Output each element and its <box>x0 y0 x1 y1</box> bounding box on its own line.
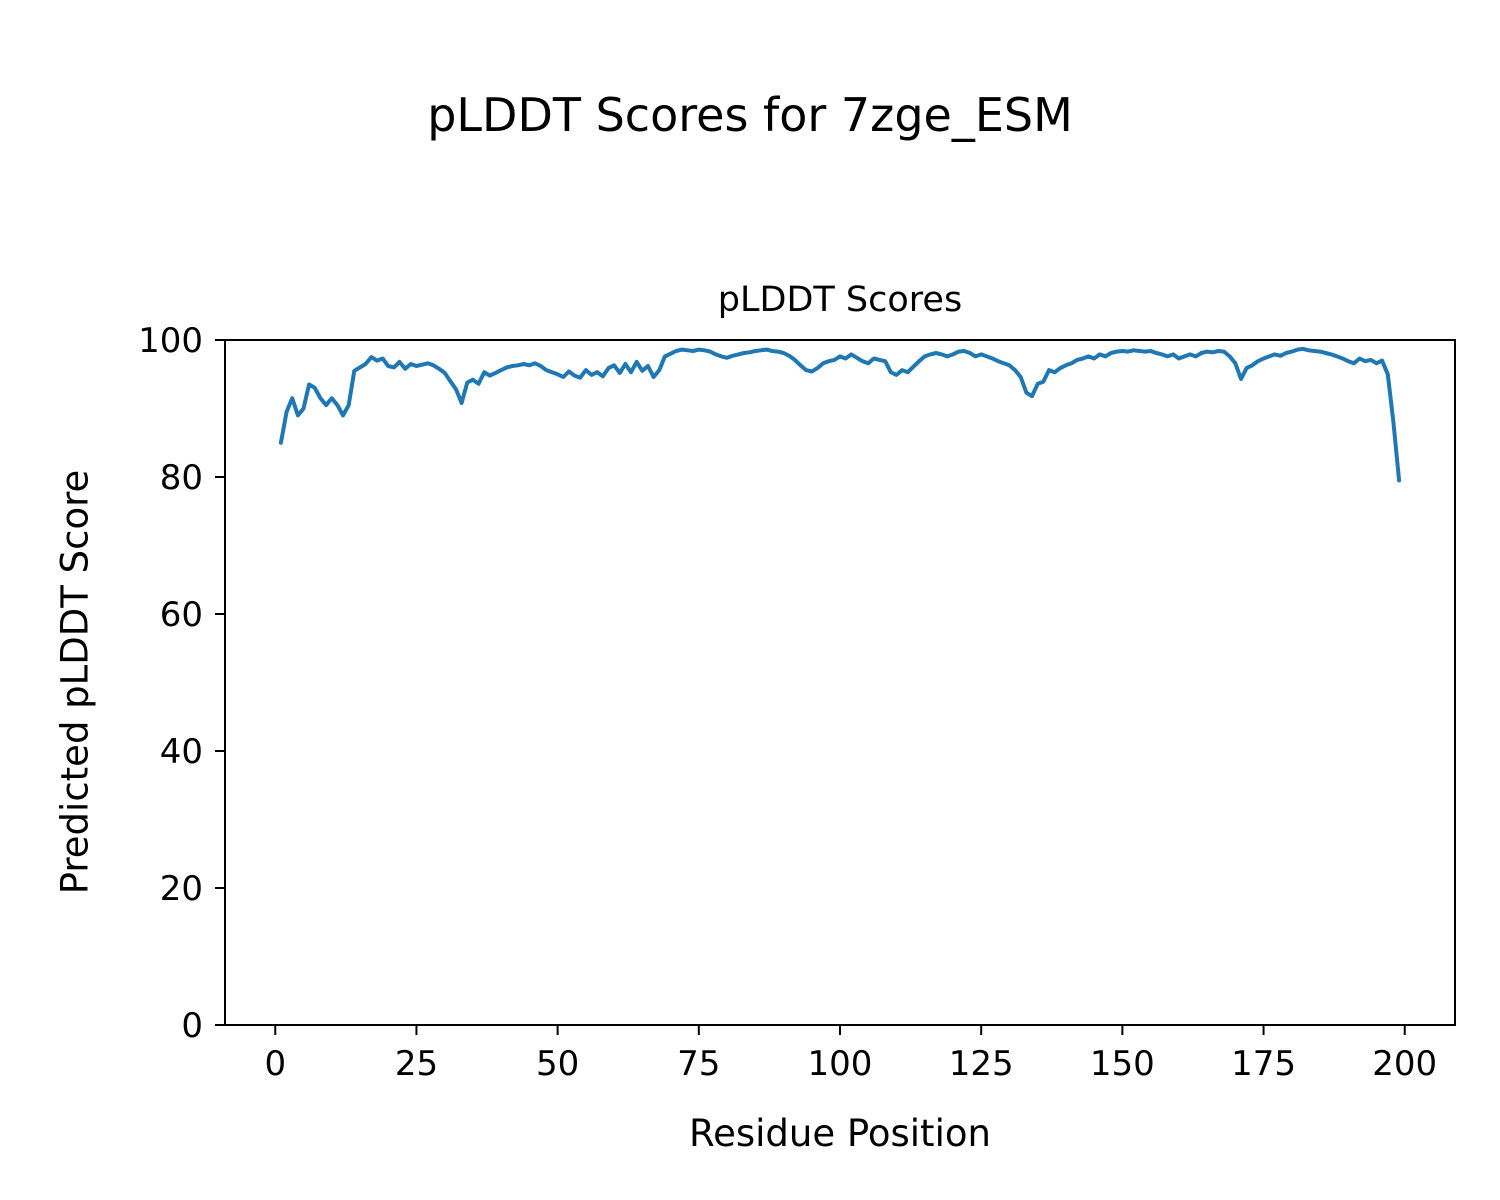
x-tick-label: 125 <box>949 1044 1014 1084</box>
y-tick-label: 40 <box>160 732 203 772</box>
x-tick-label: 0 <box>264 1044 286 1084</box>
x-axis-label: Residue Position <box>689 1112 991 1155</box>
y-tick-label: 100 <box>138 321 203 361</box>
y-tick-label: 20 <box>160 869 203 909</box>
axes-title: pLDDT Scores <box>717 280 963 320</box>
figure-suptitle: pLDDT Scores for 7zge_ESM <box>427 88 1073 142</box>
plddt-line <box>278 346 1402 483</box>
x-tick-label: 200 <box>1372 1044 1437 1084</box>
x-tick-label: 50 <box>536 1044 579 1084</box>
y-tick-label: 80 <box>160 458 203 498</box>
axes-spines <box>224 339 1456 1026</box>
y-tick-label: 0 <box>181 1006 203 1046</box>
x-tick-label: 25 <box>395 1044 438 1084</box>
x-tick-label: 75 <box>677 1044 720 1084</box>
x-tick-label: 175 <box>1231 1044 1296 1084</box>
x-tick-label: 150 <box>1090 1044 1155 1084</box>
y-tick-label: 60 <box>160 595 203 635</box>
x-tick-label: 100 <box>808 1044 873 1084</box>
